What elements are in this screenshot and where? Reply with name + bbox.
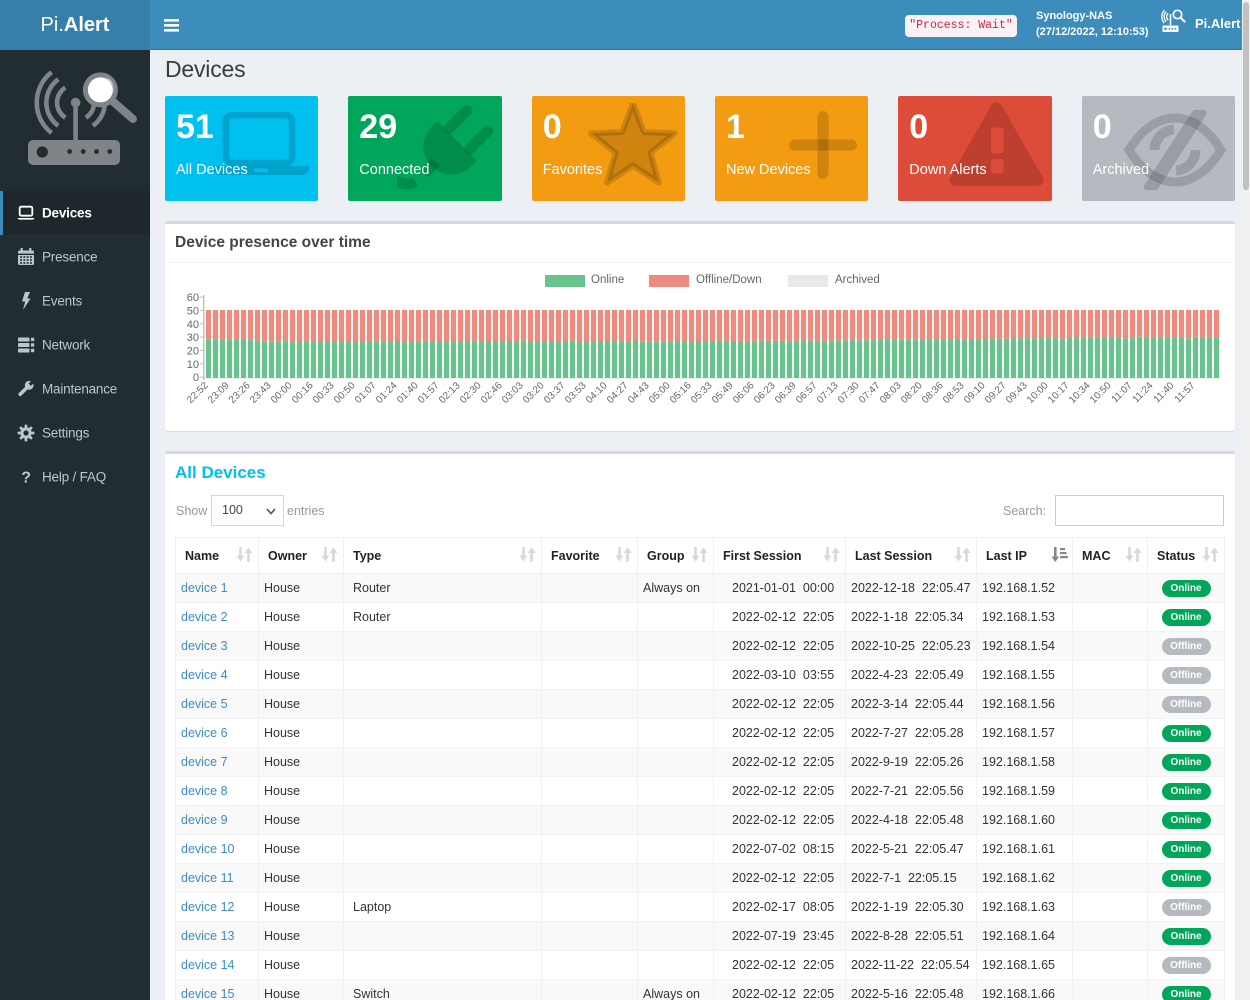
svg-text:08:36: 08:36: [920, 380, 946, 406]
svg-text:10:34: 10:34: [1067, 380, 1093, 406]
svg-text:10:50: 10:50: [1088, 380, 1114, 406]
svg-text:01:57: 01:57: [416, 380, 442, 406]
svg-text:11:40: 11:40: [1152, 380, 1177, 405]
svg-text:07:13: 07:13: [815, 380, 841, 406]
svg-text:06:57: 06:57: [794, 380, 820, 406]
svg-text:11:24: 11:24: [1131, 380, 1156, 405]
svg-text:05:16: 05:16: [668, 380, 694, 406]
svg-text:50: 50: [187, 305, 199, 317]
svg-text:22:52: 22:52: [185, 380, 211, 406]
svg-text:01:40: 01:40: [395, 380, 421, 406]
svg-text:02:13: 02:13: [437, 380, 463, 406]
svg-text:01:24: 01:24: [374, 380, 400, 406]
svg-text:09:10: 09:10: [962, 380, 988, 406]
svg-text:23:09: 23:09: [206, 380, 232, 406]
svg-text:07:30: 07:30: [836, 380, 862, 406]
svg-text:11:07: 11:07: [1110, 380, 1135, 405]
svg-text:02:30: 02:30: [458, 380, 484, 406]
svg-text:11:57: 11:57: [1173, 380, 1198, 405]
svg-text:05:00: 05:00: [647, 380, 673, 406]
svg-text:03:20: 03:20: [521, 380, 547, 406]
svg-text:05:49: 05:49: [710, 380, 736, 406]
svg-text:00:00: 00:00: [269, 380, 295, 406]
svg-text:07:47: 07:47: [857, 380, 883, 406]
svg-text:0: 0: [193, 372, 199, 384]
svg-text:23:43: 23:43: [248, 380, 274, 406]
svg-text:09:27: 09:27: [983, 380, 1009, 406]
svg-text:20: 20: [187, 345, 199, 357]
svg-text:08:20: 08:20: [899, 380, 925, 406]
svg-text:00:16: 00:16: [290, 380, 316, 406]
svg-text:06:06: 06:06: [731, 380, 757, 406]
svg-text:00:50: 00:50: [332, 380, 358, 406]
svg-text:03:53: 03:53: [563, 380, 589, 406]
svg-text:23:26: 23:26: [227, 380, 253, 406]
svg-text:04:43: 04:43: [626, 380, 652, 406]
svg-text:05:33: 05:33: [689, 380, 715, 406]
svg-text:06:23: 06:23: [752, 380, 778, 406]
svg-text:02:46: 02:46: [479, 380, 505, 406]
svg-text:09:43: 09:43: [1004, 380, 1030, 406]
svg-text:08:03: 08:03: [878, 380, 904, 406]
svg-text:04:27: 04:27: [605, 380, 631, 406]
svg-text:40: 40: [187, 318, 199, 330]
svg-text:03:03: 03:03: [500, 380, 526, 406]
svg-text:04:10: 04:10: [584, 380, 610, 406]
svg-text:10:00: 10:00: [1025, 380, 1051, 406]
svg-text:60: 60: [187, 292, 199, 304]
svg-text:01:07: 01:07: [353, 380, 379, 406]
svg-text:06:39: 06:39: [773, 380, 799, 406]
svg-text:10:17: 10:17: [1046, 380, 1072, 406]
svg-text:03:37: 03:37: [542, 380, 568, 406]
svg-text:?: ?: [21, 470, 31, 487]
svg-text:00:33: 00:33: [311, 380, 337, 406]
svg-text:08:53: 08:53: [941, 380, 967, 406]
svg-text:30: 30: [187, 332, 199, 344]
svg-text:10: 10: [187, 358, 199, 370]
